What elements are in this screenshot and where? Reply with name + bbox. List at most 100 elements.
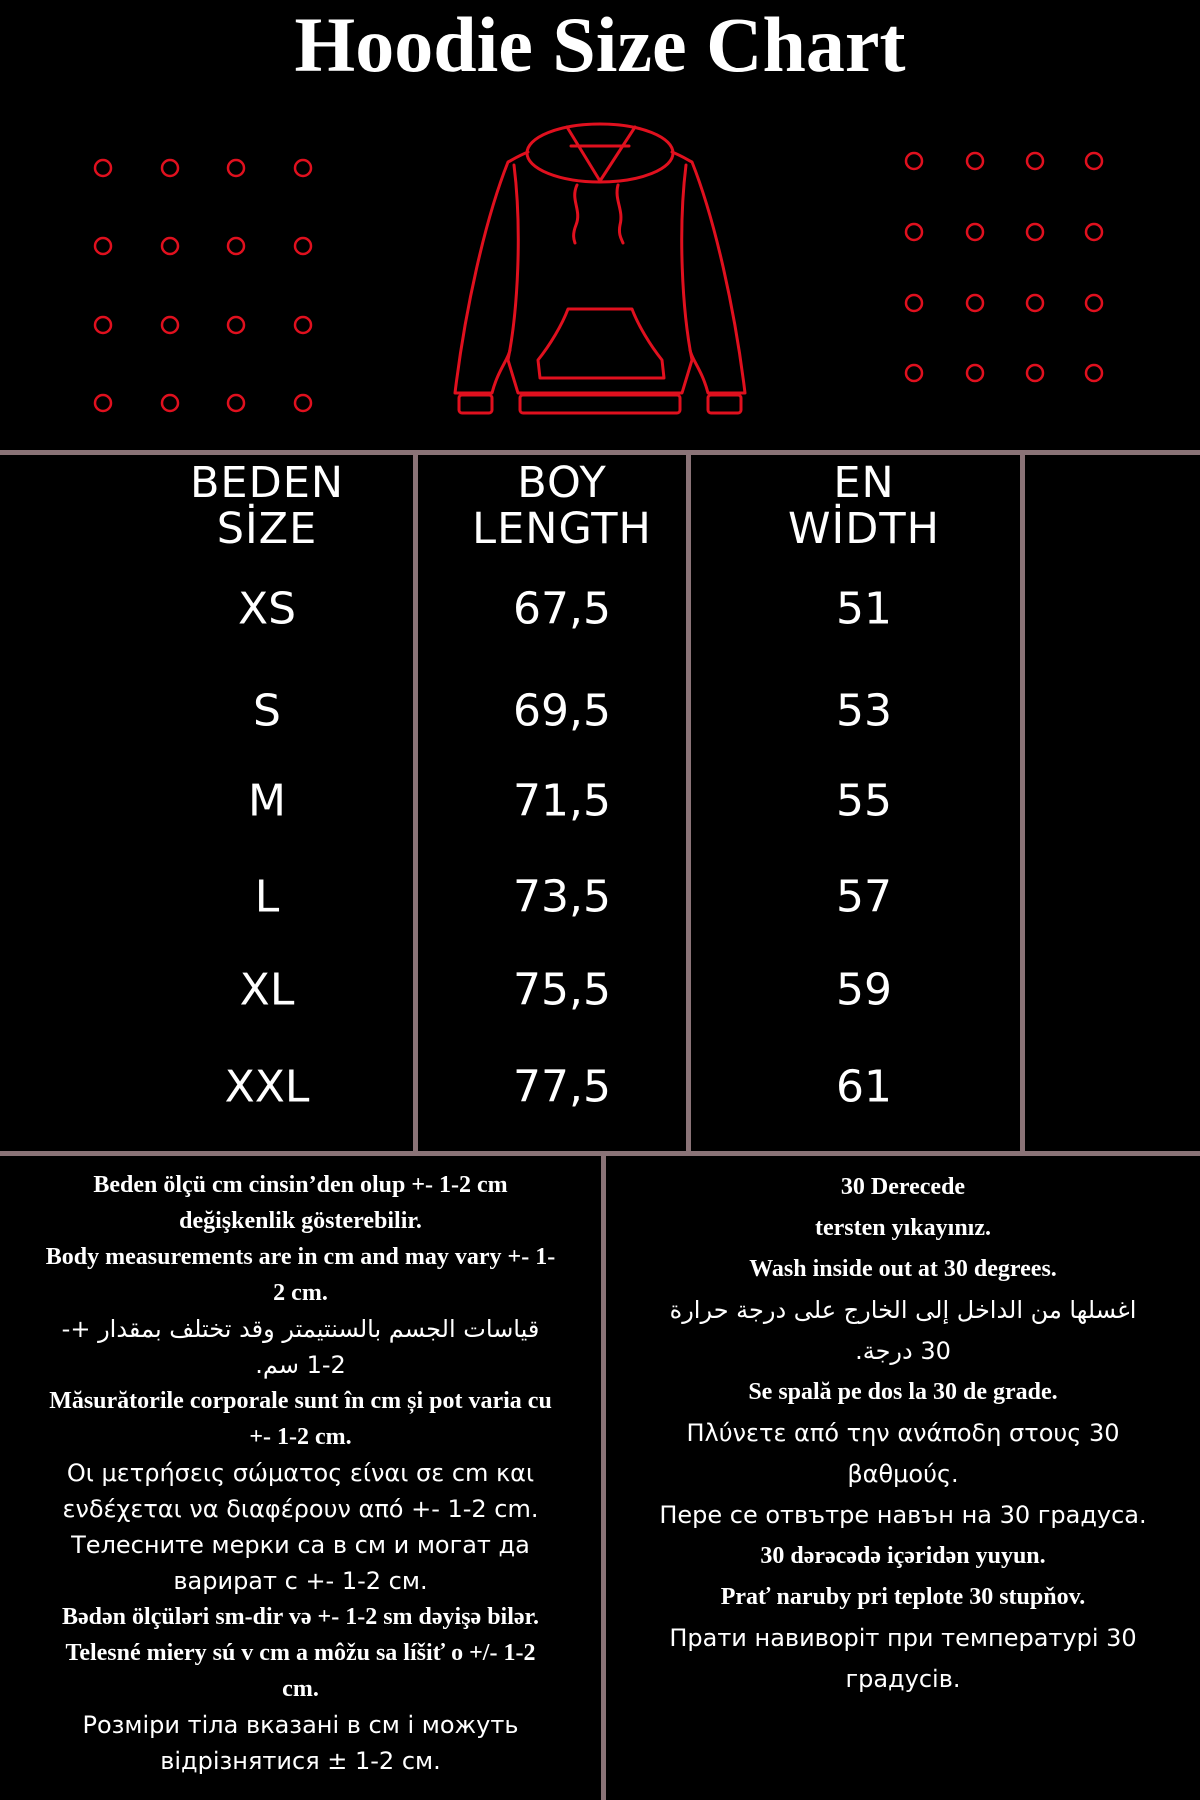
table-cell-length: 77,5 — [513, 1061, 611, 1113]
circle-dot-icon — [93, 158, 113, 178]
note-line: 30 dərəcədə içəridən yuyun. — [760, 1543, 1046, 1569]
note-line: Прати навиворіт при температурі 30 — [669, 1624, 1137, 1652]
page-title: Hoodie Size Chart — [294, 1, 906, 88]
measurement-notes: Beden ölçü cm cinsin’den olup +- 1-2 cm d… — [0, 1167, 601, 1779]
header-line: SİZE — [216, 504, 318, 554]
circle-dot-icon — [904, 222, 924, 242]
circle-dot-icon — [93, 236, 113, 256]
table-cell-length: 69,5 — [513, 685, 611, 737]
circle-dot-icon — [1025, 363, 1045, 383]
notes-column-divider — [601, 1153, 606, 1800]
circle-dot-icon — [1025, 222, 1045, 242]
table-bottom-divider — [0, 1151, 1200, 1156]
note-line: 2 cm. — [273, 1280, 328, 1306]
circle-dot-icon — [1025, 151, 1045, 171]
note-line: değişkenlik gösterebilir. — [179, 1208, 422, 1234]
note-line: Πλύνετε από την ανάποδη στους 30 — [686, 1419, 1120, 1447]
circle-dot-icon — [904, 293, 924, 313]
table-cell-size: XXL — [224, 1061, 310, 1113]
table-cell-length: 67,5 — [513, 583, 611, 635]
circle-dot-icon — [293, 393, 313, 413]
note-line: відрізнятися ± 1-2 см. — [160, 1747, 441, 1775]
column-header-size: BEDEN SİZE — [117, 460, 417, 552]
note-line: Телесните мерки са в см и могат да — [71, 1531, 530, 1559]
circle-dot-icon — [965, 363, 985, 383]
note-line: Beden ölçü cm cinsin’den olup +- 1-2 cm — [93, 1172, 508, 1198]
circle-dot-icon — [160, 158, 180, 178]
note-line: Розміри тіла вказані в см і можуть — [82, 1711, 519, 1739]
circle-dot-icon — [93, 315, 113, 335]
table-cell-size: XS — [237, 583, 297, 635]
header-line: BOY — [517, 458, 607, 508]
note-line: βαθμούς. — [847, 1460, 959, 1488]
table-cell-width: 61 — [836, 1061, 892, 1113]
circle-dot-icon — [226, 393, 246, 413]
table-cell-size: XL — [239, 964, 295, 1016]
note-line: варират с +- 1-2 см. — [173, 1567, 428, 1595]
table-cell-width: 53 — [836, 685, 892, 737]
circle-dot-icon — [93, 393, 113, 413]
table-cell-size: L — [254, 871, 280, 923]
note-line: ενδέχεται να διαφέρουν από +- 1-2 cm. — [62, 1495, 539, 1523]
circle-dot-icon — [293, 236, 313, 256]
note-line: Măsurătorile corporale sunt în cm și pot… — [49, 1388, 552, 1414]
note-line: tersten yıkayınız. — [815, 1215, 991, 1241]
hoodie-outline-icon — [453, 122, 747, 415]
header-line: WİDTH — [788, 504, 940, 554]
circle-dot-icon — [1084, 222, 1104, 242]
note-line: 1-2 سم. — [255, 1351, 346, 1379]
table-top-divider — [0, 450, 1200, 455]
table-cell-width: 51 — [836, 583, 892, 635]
note-line: اغسلها من الداخل إلى الخارج على درجة حرا… — [669, 1296, 1137, 1324]
circle-dot-icon — [226, 236, 246, 256]
table-column-divider — [686, 452, 691, 1153]
header-line: LENGTH — [472, 504, 652, 554]
table-column-divider — [1020, 452, 1025, 1153]
table-column-divider — [413, 452, 418, 1153]
circle-dot-icon — [226, 158, 246, 178]
circle-dot-icon — [965, 293, 985, 313]
note-line: cm. — [282, 1676, 319, 1702]
table-cell-size: S — [253, 685, 281, 737]
circle-dot-icon — [1084, 363, 1104, 383]
circle-dot-icon — [293, 315, 313, 335]
table-cell-width: 55 — [836, 775, 892, 827]
note-line: 30 درجة. — [855, 1337, 951, 1365]
decorative-dot-grid-left — [93, 158, 313, 413]
note-line: Telesné miery sú v cm a môžu sa líšiť o … — [65, 1640, 536, 1666]
washing-instructions: 30 Derecede tersten yıkayınız. Wash inside… — [606, 1167, 1200, 1700]
table-cell-length: 73,5 — [513, 871, 611, 923]
note-line: +- 1-2 cm. — [249, 1424, 352, 1450]
header-line: BEDEN — [189, 458, 345, 508]
table-cell-width: 57 — [836, 871, 892, 923]
table-cell-length: 71,5 — [513, 775, 611, 827]
note-line: Wash inside out at 30 degrees. — [749, 1256, 1057, 1282]
table-cell-width: 59 — [836, 964, 892, 1016]
circle-dot-icon — [965, 222, 985, 242]
decorative-dot-grid-right — [904, 151, 1104, 383]
note-line: Se spală pe dos la 30 de grade. — [748, 1379, 1058, 1405]
circle-dot-icon — [160, 236, 180, 256]
circle-dot-icon — [965, 151, 985, 171]
circle-dot-icon — [904, 151, 924, 171]
circle-dot-icon — [1084, 293, 1104, 313]
note-line: Body measurements are in cm and may vary… — [45, 1244, 556, 1270]
note-line: Οι μετρήσεις σώματος είναι σε cm και — [66, 1459, 535, 1487]
circle-dot-icon — [160, 315, 180, 335]
note-line: 30 Derecede — [840, 1174, 966, 1200]
note-line: قياسات الجسم بالسنتيمتر وقد تختلف بمقدار… — [61, 1315, 540, 1343]
circle-dot-icon — [1025, 293, 1045, 313]
column-header-length: BOY LENGTH — [412, 460, 712, 552]
circle-dot-icon — [160, 393, 180, 413]
circle-dot-icon — [904, 363, 924, 383]
circle-dot-icon — [1084, 151, 1104, 171]
column-header-width: EN WİDTH — [714, 460, 1014, 552]
circle-dot-icon — [226, 315, 246, 335]
note-line: Пере се отвътре навън на 30 градуса. — [659, 1501, 1147, 1529]
circle-dot-icon — [293, 158, 313, 178]
note-line: Prať naruby pri teplote 30 stupňov. — [720, 1584, 1086, 1610]
table-cell-size: M — [248, 775, 286, 827]
note-line: градусів. — [845, 1665, 961, 1693]
note-line: Bədən ölçüləri sm-dir və +- 1-2 sm dəyiş… — [62, 1604, 539, 1630]
table-cell-length: 75,5 — [513, 964, 611, 1016]
